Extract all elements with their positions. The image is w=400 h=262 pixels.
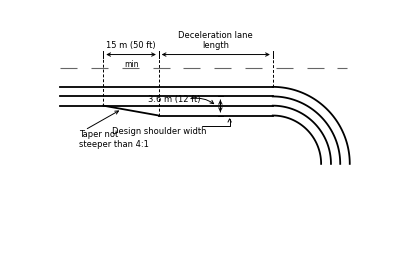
Text: 3.6 m (12 ft): 3.6 m (12 ft) (148, 95, 200, 104)
Text: 15 m (50 ft): 15 m (50 ft) (106, 41, 156, 50)
Text: Taper not
steeper than 4:1: Taper not steeper than 4:1 (79, 130, 148, 149)
Text: Deceleration lane
length: Deceleration lane length (178, 30, 253, 50)
Text: Design shoulder width: Design shoulder width (112, 127, 206, 136)
Text: min: min (124, 60, 138, 69)
